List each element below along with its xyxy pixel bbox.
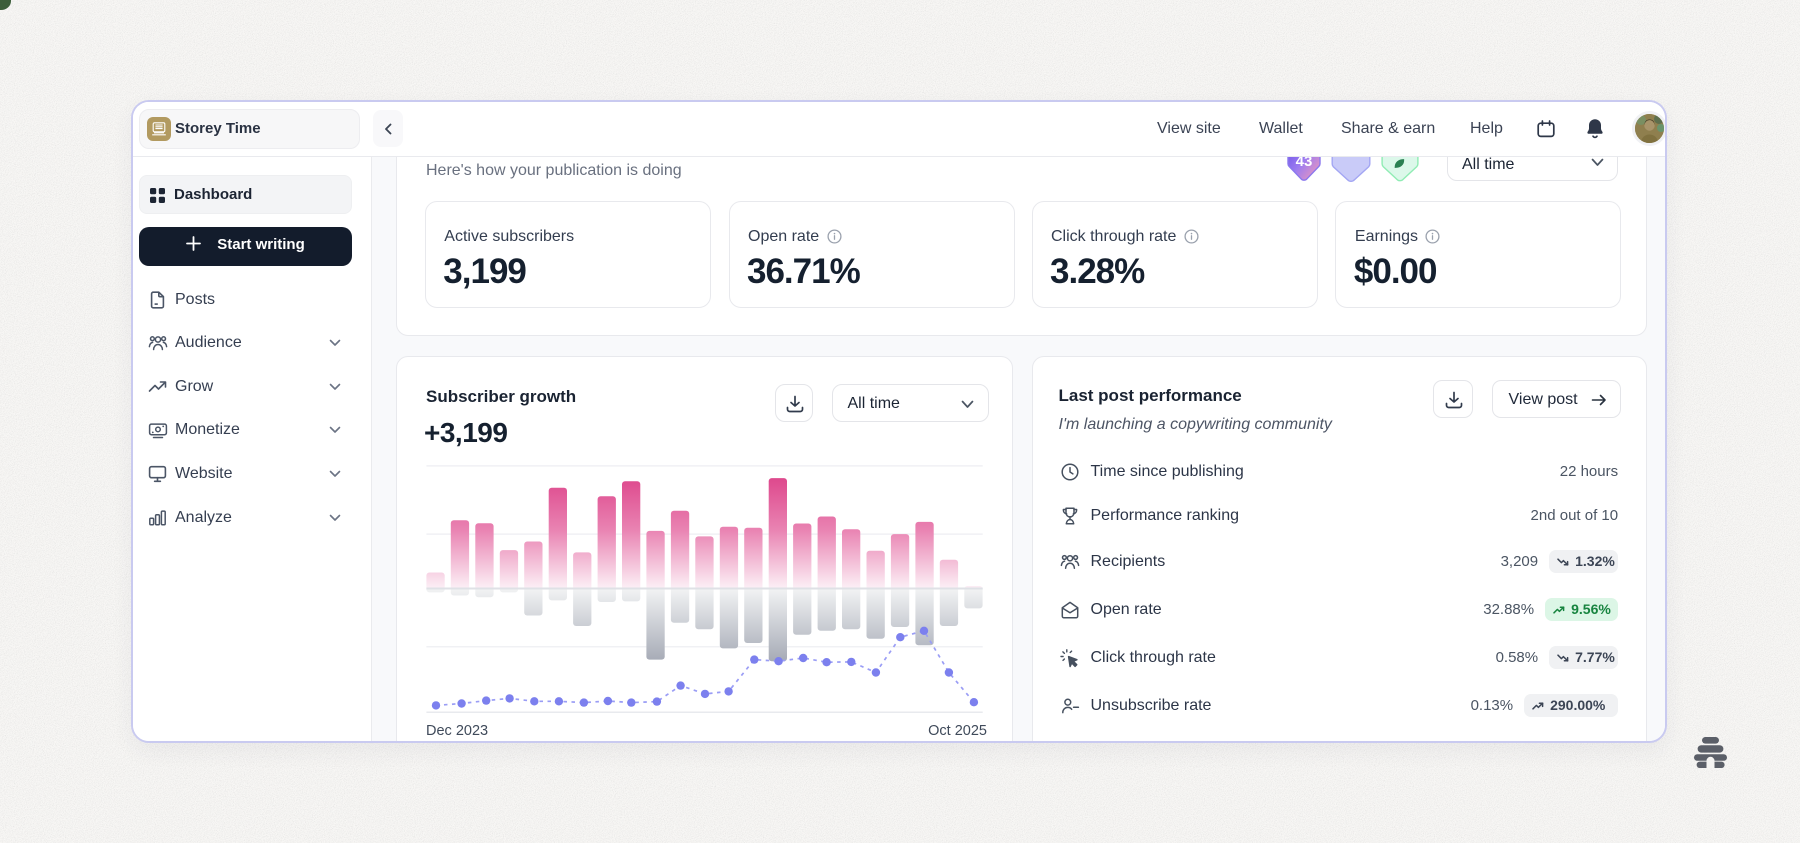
svg-text:43: 43 bbox=[1296, 157, 1313, 170]
